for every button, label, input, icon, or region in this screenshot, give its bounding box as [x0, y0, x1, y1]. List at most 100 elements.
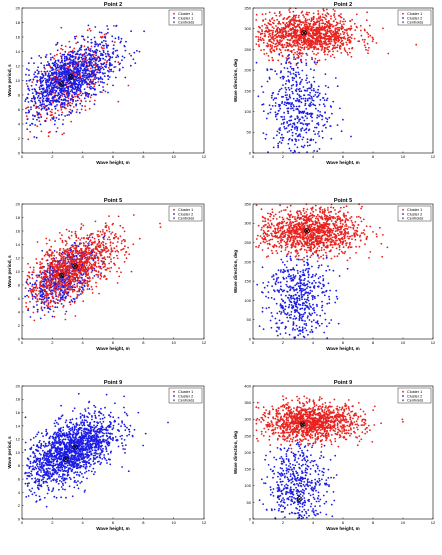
data-point: [320, 17, 322, 19]
data-point: [290, 150, 292, 152]
data-point: [57, 127, 59, 129]
data-point: [43, 286, 45, 288]
data-point: [57, 288, 59, 290]
data-point: [308, 81, 310, 83]
data-point: [257, 40, 259, 42]
data-point: [63, 248, 65, 250]
data-point: [75, 269, 77, 271]
data-point: [44, 89, 46, 91]
data-point: [43, 67, 45, 69]
data-point: [305, 39, 307, 41]
data-point: [33, 271, 35, 273]
data-point: [330, 105, 332, 107]
data-point: [366, 19, 368, 21]
data-point: [56, 63, 58, 65]
data-point: [317, 48, 319, 50]
data-point: [54, 112, 56, 114]
data-point: [285, 92, 287, 94]
data-point: [301, 35, 303, 37]
data-point: [91, 73, 93, 75]
data-point: [37, 309, 39, 311]
data-point: [309, 113, 311, 115]
data-point: [99, 278, 101, 280]
data-point: [46, 291, 48, 293]
data-point: [313, 17, 315, 19]
data-point: [90, 39, 92, 41]
data-point: [110, 64, 112, 66]
data-point: [28, 88, 30, 90]
data-point: [80, 95, 82, 97]
data-point: [30, 290, 32, 292]
data-point: [28, 101, 30, 103]
data-point: [298, 135, 300, 137]
data-point: [68, 52, 70, 54]
data-point: [337, 41, 339, 43]
data-point: [101, 268, 103, 270]
data-point: [311, 44, 313, 46]
data-point: [88, 284, 90, 286]
data-points: [24, 214, 161, 321]
data-point: [112, 223, 114, 225]
data-point: [70, 86, 72, 88]
data-point: [262, 91, 264, 93]
data-point: [313, 150, 315, 152]
data-point: [40, 263, 42, 265]
data-point: [112, 52, 114, 54]
data-point: [314, 94, 316, 96]
data-point: [39, 87, 41, 89]
data-point: [338, 27, 340, 29]
data-point: [33, 96, 35, 98]
legend-marker: [402, 17, 404, 19]
data-point: [30, 109, 32, 111]
data-point: [100, 76, 102, 78]
data-point: [53, 85, 55, 87]
data-point: [95, 274, 97, 276]
data-point: [72, 287, 74, 289]
data-point: [298, 106, 300, 108]
data-point: [101, 81, 103, 83]
data-point: [274, 97, 276, 99]
data-point: [26, 97, 28, 99]
data-point: [313, 27, 315, 29]
data-point: [335, 31, 337, 33]
data-point: [89, 100, 91, 102]
data-point: [65, 90, 67, 92]
data-point: [340, 33, 342, 35]
data-point: [83, 76, 85, 78]
data-point: [319, 104, 321, 106]
data-point: [296, 64, 298, 66]
data-point: [298, 73, 300, 75]
data-point: [29, 288, 31, 290]
data-point: [53, 255, 55, 257]
data-point: [325, 36, 327, 38]
data-point: [108, 236, 110, 238]
data-point: [94, 59, 96, 61]
data-point: [124, 261, 126, 263]
data-point: [33, 291, 35, 293]
data-point: [65, 46, 67, 48]
data-point: [316, 27, 318, 29]
data-point: [304, 104, 306, 106]
data-point: [308, 35, 310, 37]
data-point: [57, 260, 59, 262]
data-point: [289, 71, 291, 73]
data-point: [327, 87, 329, 89]
data-point: [304, 46, 306, 48]
data-point: [298, 101, 300, 103]
data-point: [303, 16, 305, 18]
data-point: [61, 296, 63, 298]
x-tick-label: 10: [401, 154, 406, 159]
data-point: [91, 76, 93, 78]
data-point: [80, 49, 82, 51]
data-point: [116, 271, 118, 273]
data-point: [110, 251, 112, 253]
data-point: [57, 302, 59, 304]
data-point: [117, 101, 119, 103]
data-point: [319, 25, 321, 27]
data-point: [103, 242, 105, 244]
data-point: [263, 132, 265, 134]
data-point: [50, 119, 52, 121]
data-point: [52, 277, 54, 279]
data-point: [64, 60, 66, 62]
data-point: [106, 56, 108, 58]
